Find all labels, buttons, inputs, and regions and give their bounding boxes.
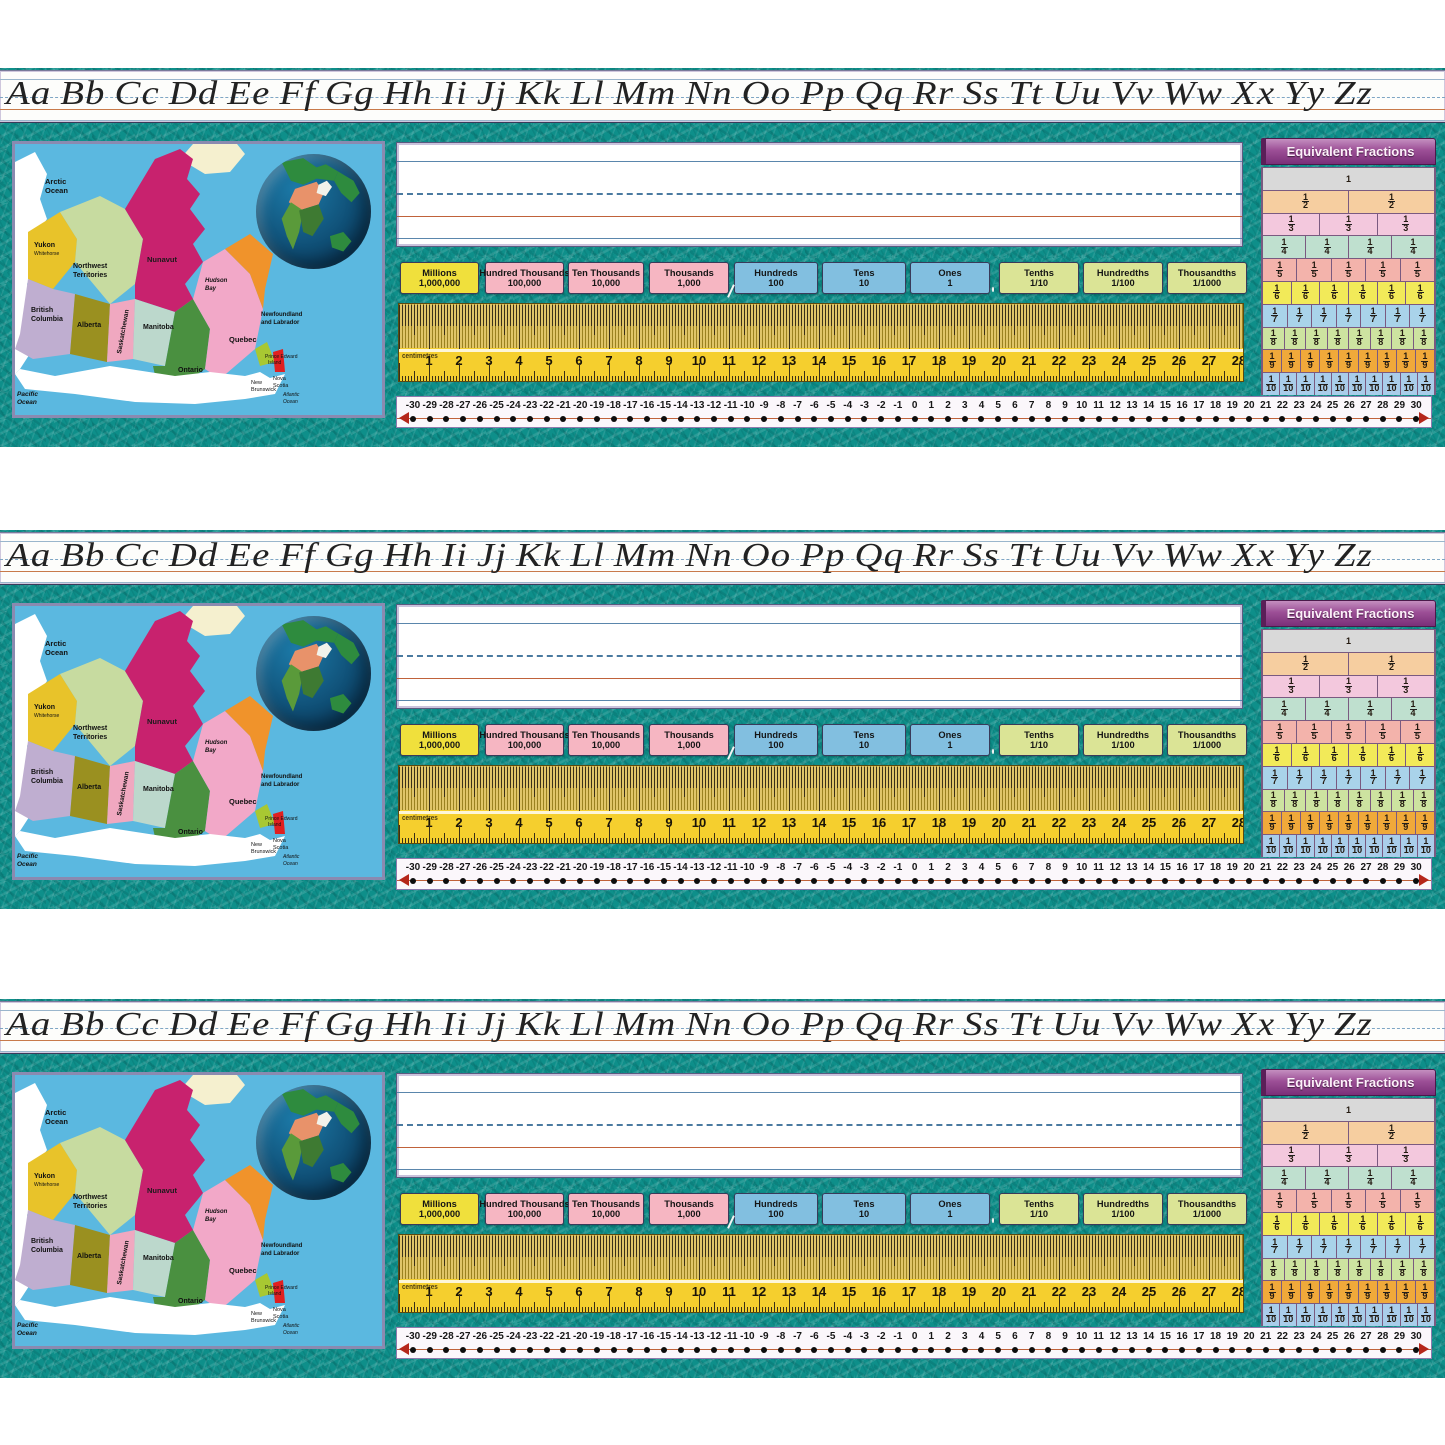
svg-text:Nova: Nova (273, 376, 287, 382)
svg-text:Hudson: Hudson (205, 278, 228, 284)
svg-text:Alberta: Alberta (77, 1253, 101, 1260)
svg-text:Ocean: Ocean (283, 1330, 298, 1336)
svg-text:Territories: Territories (73, 1203, 107, 1210)
svg-text:Ocean: Ocean (283, 861, 298, 867)
svg-text:New: New (251, 1311, 262, 1317)
svg-text:and Labrador: and Labrador (261, 320, 300, 326)
svg-text:Ocean: Ocean (17, 1330, 37, 1337)
svg-text:Yukon: Yukon (34, 704, 55, 711)
svg-text:Ontario: Ontario (178, 367, 203, 374)
svg-text:Newfoundland: Newfoundland (261, 312, 303, 318)
svg-text:British: British (31, 1238, 53, 1245)
svg-text:Columbia: Columbia (31, 778, 63, 785)
svg-text:Ocean: Ocean (45, 186, 68, 195)
svg-text:Northwest: Northwest (73, 725, 108, 732)
svg-text:New: New (251, 380, 262, 386)
svg-text:Nova: Nova (273, 838, 287, 844)
svg-text:Hudson: Hudson (205, 1209, 228, 1215)
svg-text:Island: Island (268, 822, 282, 828)
svg-text:Pacific: Pacific (17, 853, 38, 860)
svg-text:Columbia: Columbia (31, 316, 63, 323)
svg-text:Bay: Bay (205, 748, 217, 754)
svg-text:Whitehorse: Whitehorse (34, 1182, 60, 1188)
svg-text:Ocean: Ocean (17, 861, 37, 868)
svg-text:Ontario: Ontario (178, 1298, 203, 1305)
svg-text:Ocean: Ocean (283, 399, 298, 405)
svg-text:Columbia: Columbia (31, 1247, 63, 1254)
svg-text:Whitehorse: Whitehorse (34, 251, 60, 257)
svg-text:Manitoba: Manitoba (143, 786, 174, 793)
svg-text:Ontario: Ontario (178, 829, 203, 836)
svg-text:Bay: Bay (205, 286, 217, 292)
svg-text:Northwest: Northwest (73, 1194, 108, 1201)
svg-text:and Labrador: and Labrador (261, 1251, 300, 1257)
svg-text:Arctic: Arctic (45, 1108, 66, 1117)
svg-text:Quebec: Quebec (229, 335, 257, 344)
svg-text:Pacific: Pacific (17, 1322, 38, 1329)
svg-text:New: New (251, 842, 262, 848)
svg-text:Northwest: Northwest (73, 263, 108, 270)
svg-text:Nunavut: Nunavut (147, 255, 178, 264)
svg-text:Territories: Territories (73, 734, 107, 741)
svg-text:Ocean: Ocean (45, 1117, 68, 1126)
svg-text:Atlantic: Atlantic (282, 1323, 300, 1329)
svg-text:Pacific: Pacific (17, 391, 38, 398)
svg-text:Territories: Territories (73, 272, 107, 279)
svg-text:Ocean: Ocean (45, 648, 68, 657)
svg-text:Quebec: Quebec (229, 1266, 257, 1275)
svg-text:Nova: Nova (273, 1307, 287, 1313)
svg-text:Newfoundland: Newfoundland (261, 1243, 303, 1249)
svg-text:Nunavut: Nunavut (147, 717, 178, 726)
svg-text:Yukon: Yukon (34, 1173, 55, 1180)
svg-text:Atlantic: Atlantic (282, 854, 300, 860)
svg-text:Alberta: Alberta (77, 784, 101, 791)
svg-text:Island: Island (268, 1291, 282, 1297)
svg-text:Alberta: Alberta (77, 322, 101, 329)
svg-text:Scotia: Scotia (273, 383, 289, 389)
svg-text:Yukon: Yukon (34, 242, 55, 249)
svg-text:Quebec: Quebec (229, 797, 257, 806)
svg-text:Newfoundland: Newfoundland (261, 774, 303, 780)
svg-text:Atlantic: Atlantic (282, 392, 300, 398)
svg-text:Arctic: Arctic (45, 177, 66, 186)
svg-text:British: British (31, 307, 53, 314)
svg-text:Bay: Bay (205, 1217, 217, 1223)
svg-text:British: British (31, 769, 53, 776)
svg-text:Ocean: Ocean (17, 399, 37, 406)
svg-text:Hudson: Hudson (205, 740, 228, 746)
svg-text:Nunavut: Nunavut (147, 1186, 178, 1195)
svg-text:Manitoba: Manitoba (143, 1255, 174, 1262)
svg-text:Whitehorse: Whitehorse (34, 713, 60, 719)
svg-text:Scotia: Scotia (273, 845, 289, 851)
svg-text:Island: Island (268, 360, 282, 366)
svg-text:and Labrador: and Labrador (261, 782, 300, 788)
svg-text:Manitoba: Manitoba (143, 324, 174, 331)
svg-text:Arctic: Arctic (45, 639, 66, 648)
svg-text:Scotia: Scotia (273, 1314, 289, 1320)
